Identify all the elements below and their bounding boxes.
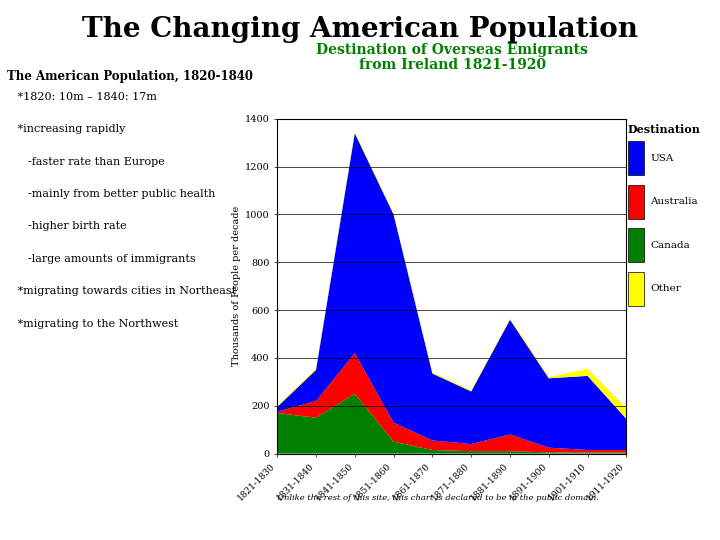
Text: Canada: Canada	[650, 241, 690, 249]
Text: from Ireland 1821-1920: from Ireland 1821-1920	[359, 58, 546, 72]
Text: *migrating to the Northwest: *migrating to the Northwest	[7, 319, 179, 329]
Text: Other: Other	[650, 284, 681, 293]
Text: *migrating towards cities in Northeast: *migrating towards cities in Northeast	[7, 286, 236, 296]
Text: *1820: 10m – 1840: 17m: *1820: 10m – 1840: 17m	[7, 92, 157, 102]
FancyBboxPatch shape	[628, 141, 644, 175]
Text: The Changing American Population: The Changing American Population	[82, 16, 638, 43]
Text: Destination: Destination	[628, 124, 701, 135]
Text: -higher birth rate: -higher birth rate	[7, 221, 127, 232]
Text: Australia: Australia	[650, 197, 698, 206]
Text: -faster rate than Europe: -faster rate than Europe	[7, 157, 165, 167]
FancyBboxPatch shape	[628, 272, 644, 306]
Y-axis label: Thousands of People per decade: Thousands of People per decade	[232, 206, 240, 366]
Text: USA: USA	[650, 154, 674, 163]
Text: -mainly from better public health: -mainly from better public health	[7, 189, 215, 199]
Text: *increasing rapidly: *increasing rapidly	[7, 124, 125, 134]
Text: -large amounts of immigrants: -large amounts of immigrants	[7, 254, 196, 264]
Text: The American Population, 1820-1840: The American Population, 1820-1840	[7, 70, 253, 83]
FancyBboxPatch shape	[628, 228, 644, 262]
Text: Unlike the rest of this site, this chart is declared to be in the public domain.: Unlike the rest of this site, this chart…	[277, 494, 599, 502]
Text: Destination of Overseas Emigrants: Destination of Overseas Emigrants	[316, 43, 588, 57]
FancyBboxPatch shape	[628, 185, 644, 219]
